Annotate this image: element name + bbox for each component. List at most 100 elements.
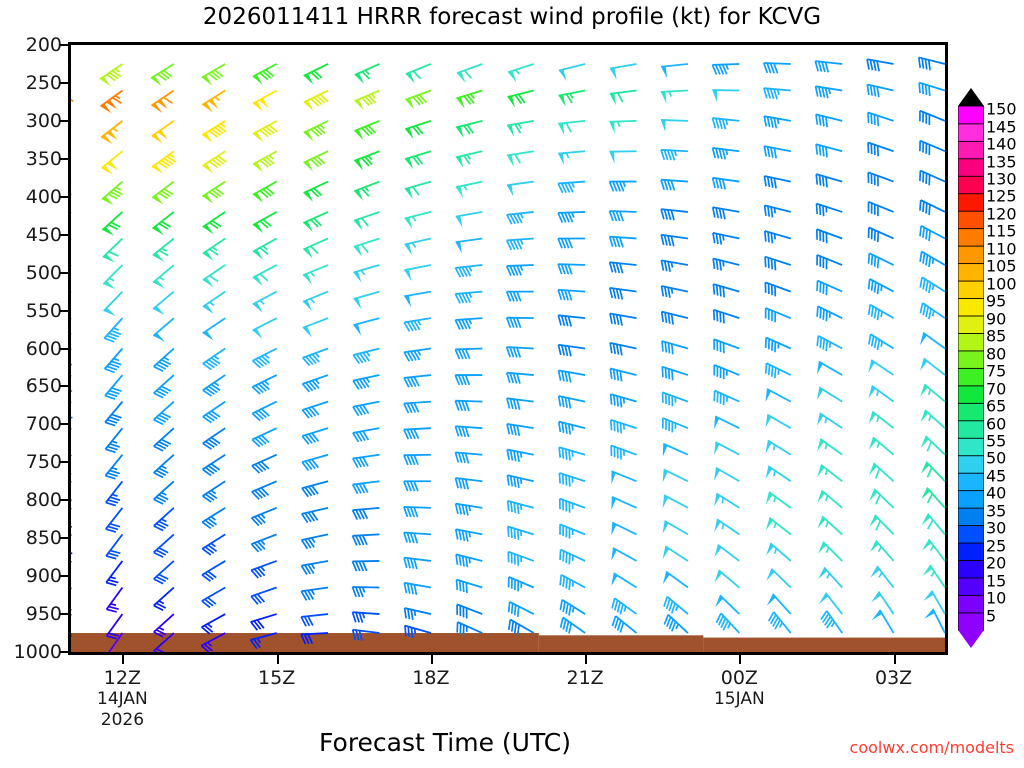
barb-half-5kt bbox=[622, 397, 626, 404]
barb-full-10kt bbox=[205, 414, 215, 422]
barb-full-10kt bbox=[310, 188, 320, 198]
barb-half-5kt bbox=[114, 68, 121, 73]
barb-full-10kt bbox=[158, 192, 169, 200]
barb-flag-50kt bbox=[354, 73, 365, 85]
barb-full-10kt bbox=[564, 345, 569, 357]
barb-full-10kt bbox=[509, 239, 516, 250]
barb-half-5kt bbox=[113, 327, 119, 331]
barb-full-10kt bbox=[763, 87, 768, 99]
wind-barb bbox=[815, 113, 843, 128]
barb-full-10kt bbox=[763, 175, 767, 187]
barb-full-10kt bbox=[155, 416, 167, 423]
barb-full-10kt bbox=[300, 590, 308, 601]
wind-barb bbox=[505, 346, 534, 358]
wind-barb bbox=[557, 180, 586, 194]
barb-full-10kt bbox=[670, 180, 676, 191]
barb-full-10kt bbox=[105, 581, 117, 587]
barb-full-10kt bbox=[616, 92, 624, 103]
barb-half-5kt bbox=[725, 119, 729, 126]
barb-full-10kt bbox=[265, 126, 275, 135]
barb-full-10kt bbox=[411, 186, 420, 196]
barb-half-5kt bbox=[158, 600, 165, 605]
barb-flag-50kt bbox=[712, 90, 717, 103]
wind-barb bbox=[403, 374, 431, 388]
barb-full-10kt bbox=[153, 578, 164, 585]
barb-full-10kt bbox=[763, 145, 768, 157]
wind-barb bbox=[867, 226, 894, 243]
y-tick-mark bbox=[60, 271, 68, 274]
barb-flag-50kt bbox=[455, 215, 463, 228]
barb-full-10kt bbox=[361, 157, 370, 167]
wind-barb bbox=[202, 374, 226, 397]
colorbar-segment bbox=[958, 350, 984, 369]
wind-barb bbox=[71, 348, 73, 366]
barb-half-5kt bbox=[880, 285, 883, 291]
barb-flag-50kt bbox=[150, 75, 162, 86]
barb-full-10kt bbox=[711, 117, 717, 129]
barb-flag-50kt bbox=[558, 123, 565, 136]
wind-barb bbox=[714, 543, 740, 562]
barb-flag-50kt bbox=[765, 388, 771, 402]
wind-barb bbox=[153, 400, 175, 426]
wind-barb bbox=[609, 393, 637, 408]
barb-full-10kt bbox=[412, 96, 421, 106]
wind-barb bbox=[816, 279, 843, 296]
barb-full-10kt bbox=[105, 474, 116, 480]
barb-full-10kt bbox=[214, 126, 224, 135]
barb-full-10kt bbox=[313, 217, 322, 227]
barb-flag-50kt bbox=[923, 590, 934, 601]
barb-half-5kt bbox=[264, 380, 270, 386]
barb-full-10kt bbox=[107, 578, 119, 584]
barb-flag-50kt bbox=[153, 305, 165, 316]
barb-full-10kt bbox=[458, 267, 465, 278]
barb-flag-50kt bbox=[924, 608, 935, 619]
barb-full-10kt bbox=[509, 372, 515, 384]
barb-flag-50kt bbox=[869, 540, 879, 553]
barb-full-10kt bbox=[307, 564, 315, 574]
barb-full-10kt bbox=[928, 256, 932, 268]
wind-barb bbox=[506, 474, 534, 489]
wind-barb bbox=[871, 591, 895, 615]
barb-full-10kt bbox=[153, 418, 164, 426]
barb-full-10kt bbox=[821, 87, 826, 98]
y-tick-mark bbox=[60, 423, 68, 426]
barb-full-10kt bbox=[166, 155, 177, 163]
barb-full-10kt bbox=[310, 98, 320, 107]
barb-flag-50kt bbox=[766, 568, 775, 581]
barb-flag-50kt bbox=[921, 539, 932, 551]
barb-full-10kt bbox=[715, 178, 720, 189]
barb-full-10kt bbox=[715, 233, 719, 245]
barb-full-10kt bbox=[560, 182, 567, 194]
barb-full-10kt bbox=[615, 262, 621, 274]
barb-full-10kt bbox=[358, 509, 365, 520]
barb-full-10kt bbox=[313, 187, 323, 196]
barb-full-10kt bbox=[364, 126, 373, 135]
barb-full-10kt bbox=[351, 484, 359, 495]
barb-full-10kt bbox=[922, 278, 926, 290]
barb-full-10kt bbox=[461, 292, 468, 304]
barb-full-10kt bbox=[158, 249, 169, 257]
colorbar-labels: 150 145 140 135 130 125 120 115 110 105 100 95 90 85 8… bbox=[984, 88, 1024, 656]
wind-barb bbox=[150, 89, 175, 113]
wind-barb bbox=[660, 63, 689, 79]
barb-full-10kt bbox=[454, 477, 459, 489]
barb-full-10kt bbox=[666, 179, 672, 191]
barb-full-10kt bbox=[612, 262, 617, 273]
barb-flag-50kt bbox=[252, 328, 263, 340]
watermark-link[interactable]: coolwx.com/modelts bbox=[849, 738, 1014, 757]
wind-barb bbox=[403, 427, 431, 440]
barb-full-10kt bbox=[876, 283, 880, 295]
barb-full-10kt bbox=[668, 618, 674, 630]
barb-full-10kt bbox=[825, 116, 829, 128]
barb-half-5kt bbox=[158, 626, 165, 631]
barb-full-10kt bbox=[718, 260, 722, 271]
barb-flag-50kt bbox=[766, 593, 776, 606]
barb-flag-50kt bbox=[921, 513, 931, 526]
barb-full-10kt bbox=[406, 321, 414, 332]
wind-barb bbox=[610, 418, 637, 434]
barb-half-5kt bbox=[773, 548, 778, 555]
barb-flag-50kt bbox=[558, 153, 565, 166]
barb-full-10kt bbox=[825, 340, 829, 352]
wind-barb bbox=[101, 180, 124, 206]
barb-full-10kt bbox=[359, 352, 367, 363]
